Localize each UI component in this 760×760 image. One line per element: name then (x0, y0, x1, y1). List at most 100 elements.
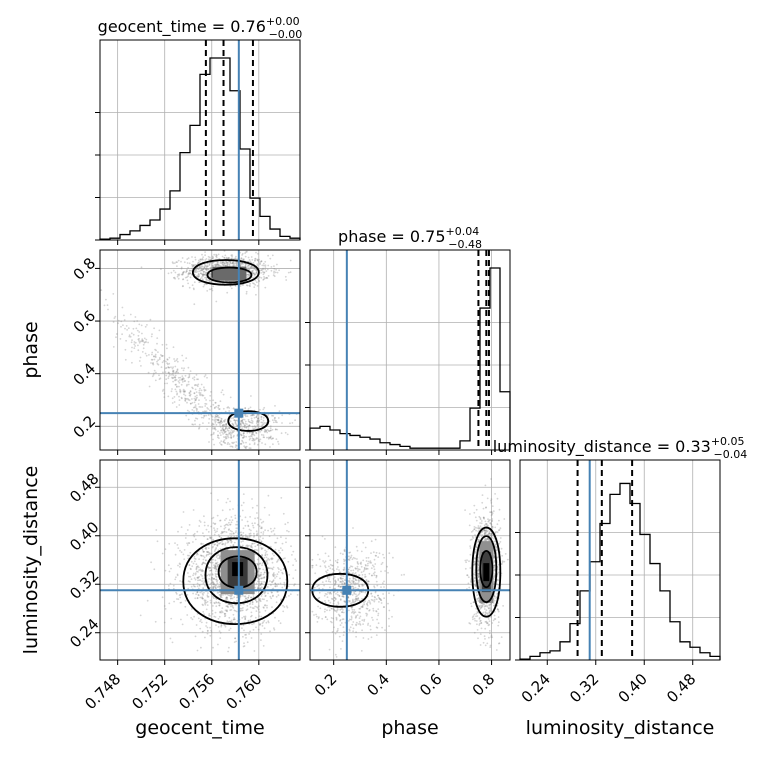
scatter-point (277, 571, 280, 573)
scatter-point (214, 531, 217, 534)
scatter-point (269, 545, 272, 548)
scatter-point (248, 421, 251, 423)
scatter-point (181, 381, 184, 383)
scatter-point (192, 287, 195, 290)
scatter-point (220, 420, 223, 422)
scatter-point (234, 419, 237, 422)
scatter-point (245, 290, 248, 293)
scatter-point (149, 318, 152, 321)
scatter-point (161, 343, 164, 346)
scatter-point (203, 414, 206, 417)
scatter-point (241, 252, 244, 255)
scatter-point (240, 263, 243, 266)
scatter-point (276, 537, 279, 540)
scatter-point (218, 542, 221, 545)
scatter-point (240, 433, 242, 436)
scatter-point (250, 265, 253, 268)
scatter-point (212, 605, 214, 607)
scatter-point (216, 530, 218, 533)
scatter-point (180, 618, 182, 621)
scatter-point (173, 276, 176, 279)
scatter-point (137, 349, 140, 352)
scatter-point (231, 262, 234, 264)
scatter-point (213, 550, 216, 553)
scatter-point (199, 393, 201, 396)
scatter-point (264, 553, 267, 556)
scatter-point (195, 409, 198, 412)
scatter-point (184, 399, 187, 402)
scatter-point (222, 426, 225, 428)
scatter-point (168, 372, 171, 375)
scatter-point (174, 379, 177, 381)
scatter-point (260, 260, 262, 263)
scatter-point (232, 430, 234, 432)
scatter-point (194, 258, 197, 261)
scatter-point (254, 616, 257, 619)
scatter-point (244, 407, 247, 409)
scatter-point (232, 407, 235, 410)
scatter-point (203, 591, 205, 594)
scatter-point (131, 361, 133, 364)
scatter-point (204, 251, 207, 254)
scatter-point (500, 636, 503, 638)
scatter-point (274, 616, 276, 619)
scatter-point (275, 419, 277, 422)
scatter-point (227, 406, 230, 408)
scatter-point (212, 426, 214, 428)
scatter-point (245, 284, 248, 287)
scatter-point (273, 533, 276, 536)
scatter-point (219, 421, 222, 423)
scatter-point (167, 377, 170, 380)
scatter-point (215, 405, 218, 408)
scatter-point (161, 552, 164, 555)
title-main: geocent_time = 0.76 (98, 17, 266, 37)
scatter-point (247, 428, 250, 430)
scatter-point (192, 584, 195, 586)
scatter-point (161, 596, 164, 599)
scatter-point (250, 596, 253, 599)
scatter-point (285, 605, 288, 607)
scatter-point (211, 573, 214, 576)
scatter-point (140, 324, 143, 327)
scatter-point (207, 255, 210, 258)
scatter-point (221, 424, 224, 427)
scatter-point (246, 425, 249, 428)
scatter-point (218, 630, 221, 632)
scatter-point (252, 282, 254, 284)
scatter-point (218, 264, 221, 267)
scatter-point (262, 531, 265, 533)
scatter-point (244, 255, 247, 258)
scatter-point (224, 526, 227, 529)
scatter-point (207, 422, 210, 424)
scatter-point (215, 547, 218, 549)
scatter-point (158, 374, 160, 377)
scatter-point (258, 419, 261, 422)
scatter-point (256, 258, 259, 261)
scatter-point (235, 261, 238, 264)
scatter-point (473, 528, 476, 531)
scatter-point (150, 561, 153, 564)
scatter-point (124, 348, 127, 351)
scatter-point (280, 536, 282, 538)
scatter-point (201, 265, 204, 268)
scatter-point (472, 618, 474, 621)
scatter-point (222, 264, 224, 266)
scatter-point (259, 263, 261, 266)
scatter-point (260, 531, 263, 534)
scatter-point (208, 263, 211, 266)
scatter-point (190, 617, 193, 619)
scatter-point (257, 587, 259, 590)
scatter-point (145, 341, 148, 343)
scatter-point (202, 422, 204, 424)
scatter-point (183, 367, 186, 370)
scatter-point (206, 550, 208, 553)
scatter-point (207, 414, 210, 416)
scatter-point (202, 394, 205, 397)
scatter-point (253, 268, 256, 270)
scatter-point (213, 427, 216, 430)
x-tick-label: 0.760 (222, 670, 265, 713)
scatter-point (223, 432, 226, 434)
scatter-point (205, 399, 208, 401)
scatter-point (204, 273, 207, 275)
scatter-point (271, 606, 273, 608)
